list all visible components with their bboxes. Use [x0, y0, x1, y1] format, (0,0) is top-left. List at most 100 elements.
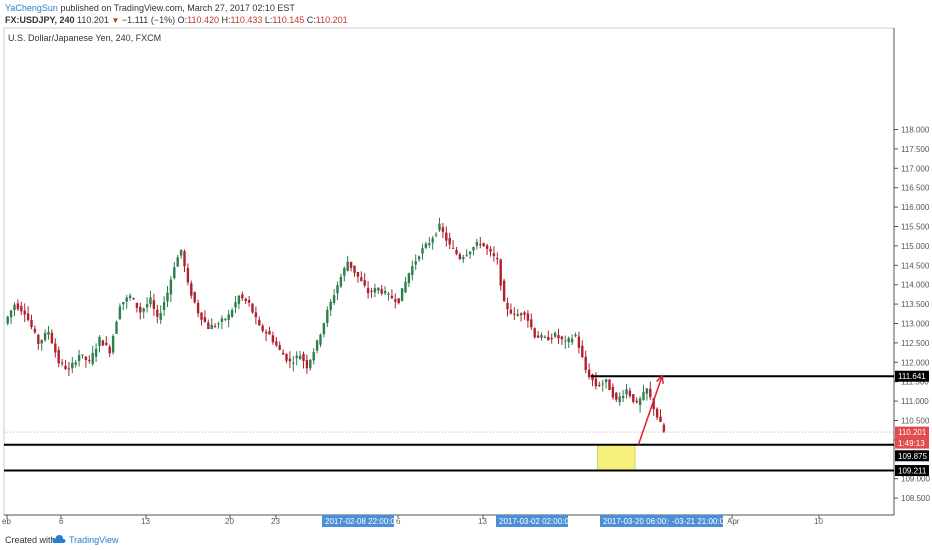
candle-body [618, 396, 621, 402]
candle-body [628, 390, 632, 397]
tradingview-brand[interactable]: TradingView [69, 535, 119, 545]
candle-body [339, 276, 343, 287]
candle-body [91, 352, 94, 364]
candle-body [305, 359, 309, 369]
price-tag-label: 109.875 [898, 452, 927, 461]
candle-body [540, 335, 543, 338]
y-tick-label: 116.000 [901, 203, 930, 212]
candle-body [611, 386, 615, 398]
y-tick-label: 111.000 [901, 397, 929, 406]
candle-body [261, 325, 264, 331]
candle-body [315, 340, 319, 351]
candle-body [496, 257, 499, 260]
publish-info: YaChengSun published on TradingView.com,… [5, 3, 295, 13]
candle-body [332, 295, 336, 303]
candle-body [594, 378, 598, 387]
candle-body [533, 328, 536, 338]
candle-body [254, 312, 258, 318]
candle-body [591, 374, 594, 381]
candle-body [292, 362, 295, 364]
x-time-tag-label: 2017-02-08 22:00:00 [325, 517, 400, 526]
candle-body [424, 243, 428, 248]
candle-body [74, 362, 77, 365]
price-tag-label: 110.201 [898, 428, 927, 437]
candle-body [33, 328, 37, 333]
candle-body [251, 303, 254, 313]
candle-body [394, 299, 397, 302]
candle-body [329, 301, 332, 311]
candle-body [125, 297, 128, 302]
candle-body [632, 394, 635, 402]
candle-body [550, 338, 553, 340]
candle-body [485, 245, 489, 249]
arrow-head-icon [656, 374, 664, 384]
candle-body [176, 257, 179, 267]
candle-body [94, 348, 98, 357]
x-time-tag [322, 515, 394, 527]
candle-body [200, 312, 203, 320]
candle-body [16, 303, 20, 310]
candle-body [9, 310, 13, 318]
candle-body [608, 379, 611, 391]
candle-body [312, 352, 315, 361]
candle-body [336, 285, 339, 294]
price-tag [895, 450, 929, 462]
x-time-tag-label: -03-21 21:00:00 [672, 517, 729, 526]
candle-body [465, 254, 468, 256]
candle-body [132, 298, 135, 300]
price-tag-label: 109.211 [898, 467, 927, 476]
candle-body [196, 302, 200, 314]
candle-body [649, 388, 652, 398]
author-name[interactable]: YaChengSun [5, 3, 58, 13]
candle-body [122, 302, 125, 305]
candle-body [438, 223, 441, 231]
footer: Created with TradingView [0, 528, 932, 550]
candle-body [655, 408, 659, 418]
y-tick-label: 113.000 [901, 320, 930, 329]
projection-arrow[interactable] [637, 375, 663, 445]
x-tick-label: 20 [225, 517, 234, 526]
candle-body [482, 243, 485, 246]
candle-body [638, 398, 642, 406]
candle-body [101, 340, 105, 346]
candle-body [642, 391, 645, 400]
x-tick-label: Apr [727, 517, 740, 526]
candle-body [179, 249, 183, 256]
candle-body [547, 337, 550, 341]
price-chart[interactable]: 118.000 117.500 117.000 116.500 116.000 115.5… [0, 27, 932, 527]
candle-body [281, 352, 285, 355]
x-tick-label: eb [2, 517, 11, 526]
candle-body [152, 300, 156, 309]
candle-body [380, 289, 383, 294]
candle-body [662, 424, 666, 432]
x-tick-label: 6 [396, 517, 401, 526]
x-tick-label: 10 [814, 517, 823, 526]
candle-body [149, 297, 152, 305]
y-tick-label: 109.000 [901, 475, 930, 484]
candle-body [360, 277, 363, 281]
candle-body [621, 395, 625, 399]
candle-body [502, 280, 506, 302]
price-change: −1.111 (−1%) [121, 15, 176, 25]
candle-body [241, 294, 244, 299]
candle-body [326, 310, 329, 324]
candle-body [451, 247, 455, 249]
candle-body [156, 309, 159, 317]
candle-body [404, 281, 407, 293]
candle-body [598, 385, 601, 387]
candle-body [295, 355, 298, 359]
candle-body [567, 337, 570, 343]
candle-body [513, 313, 516, 315]
candle-body [587, 369, 591, 378]
candle-body [105, 342, 108, 345]
support-zone-box[interactable] [597, 444, 636, 472]
candle-body [509, 309, 513, 314]
candle-body [244, 298, 247, 302]
plot-area [3, 27, 895, 516]
candle-body [258, 319, 261, 326]
candle-body [190, 283, 193, 296]
x-tick-label: 13 [478, 517, 487, 526]
candle-body [166, 292, 169, 302]
candle-body [635, 400, 638, 403]
candle-body [71, 362, 74, 369]
